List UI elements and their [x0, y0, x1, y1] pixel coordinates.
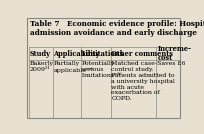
Text: Applicability: Applicability — [53, 50, 100, 58]
Text: Increme-
cost: Increme- cost — [157, 45, 191, 62]
Text: Other comments: Other comments — [111, 50, 173, 58]
FancyBboxPatch shape — [27, 18, 180, 118]
Text: Limitations: Limitations — [81, 50, 124, 58]
Text: Bakerly
2009²¹: Bakerly 2009²¹ — [29, 62, 53, 72]
Text: Partially
applicable⁺ᵃ⁾: Partially applicable⁺ᵃ⁾ — [53, 62, 94, 73]
Text: Table 7   Economic evidence profile: Hospital at home versu
admission avoidance : Table 7 Economic evidence profile: Hospi… — [30, 20, 204, 37]
Text: Potentially
serious
limitations⁺ᵇ⁾: Potentially serious limitations⁺ᵇ⁾ — [81, 62, 122, 78]
Text: Matched case-
control study.
Patients admitted to
a university hospital
with acu: Matched case- control study. Patients ad… — [111, 62, 175, 101]
Text: Saves £6: Saves £6 — [157, 62, 186, 66]
Text: Study: Study — [29, 50, 50, 58]
